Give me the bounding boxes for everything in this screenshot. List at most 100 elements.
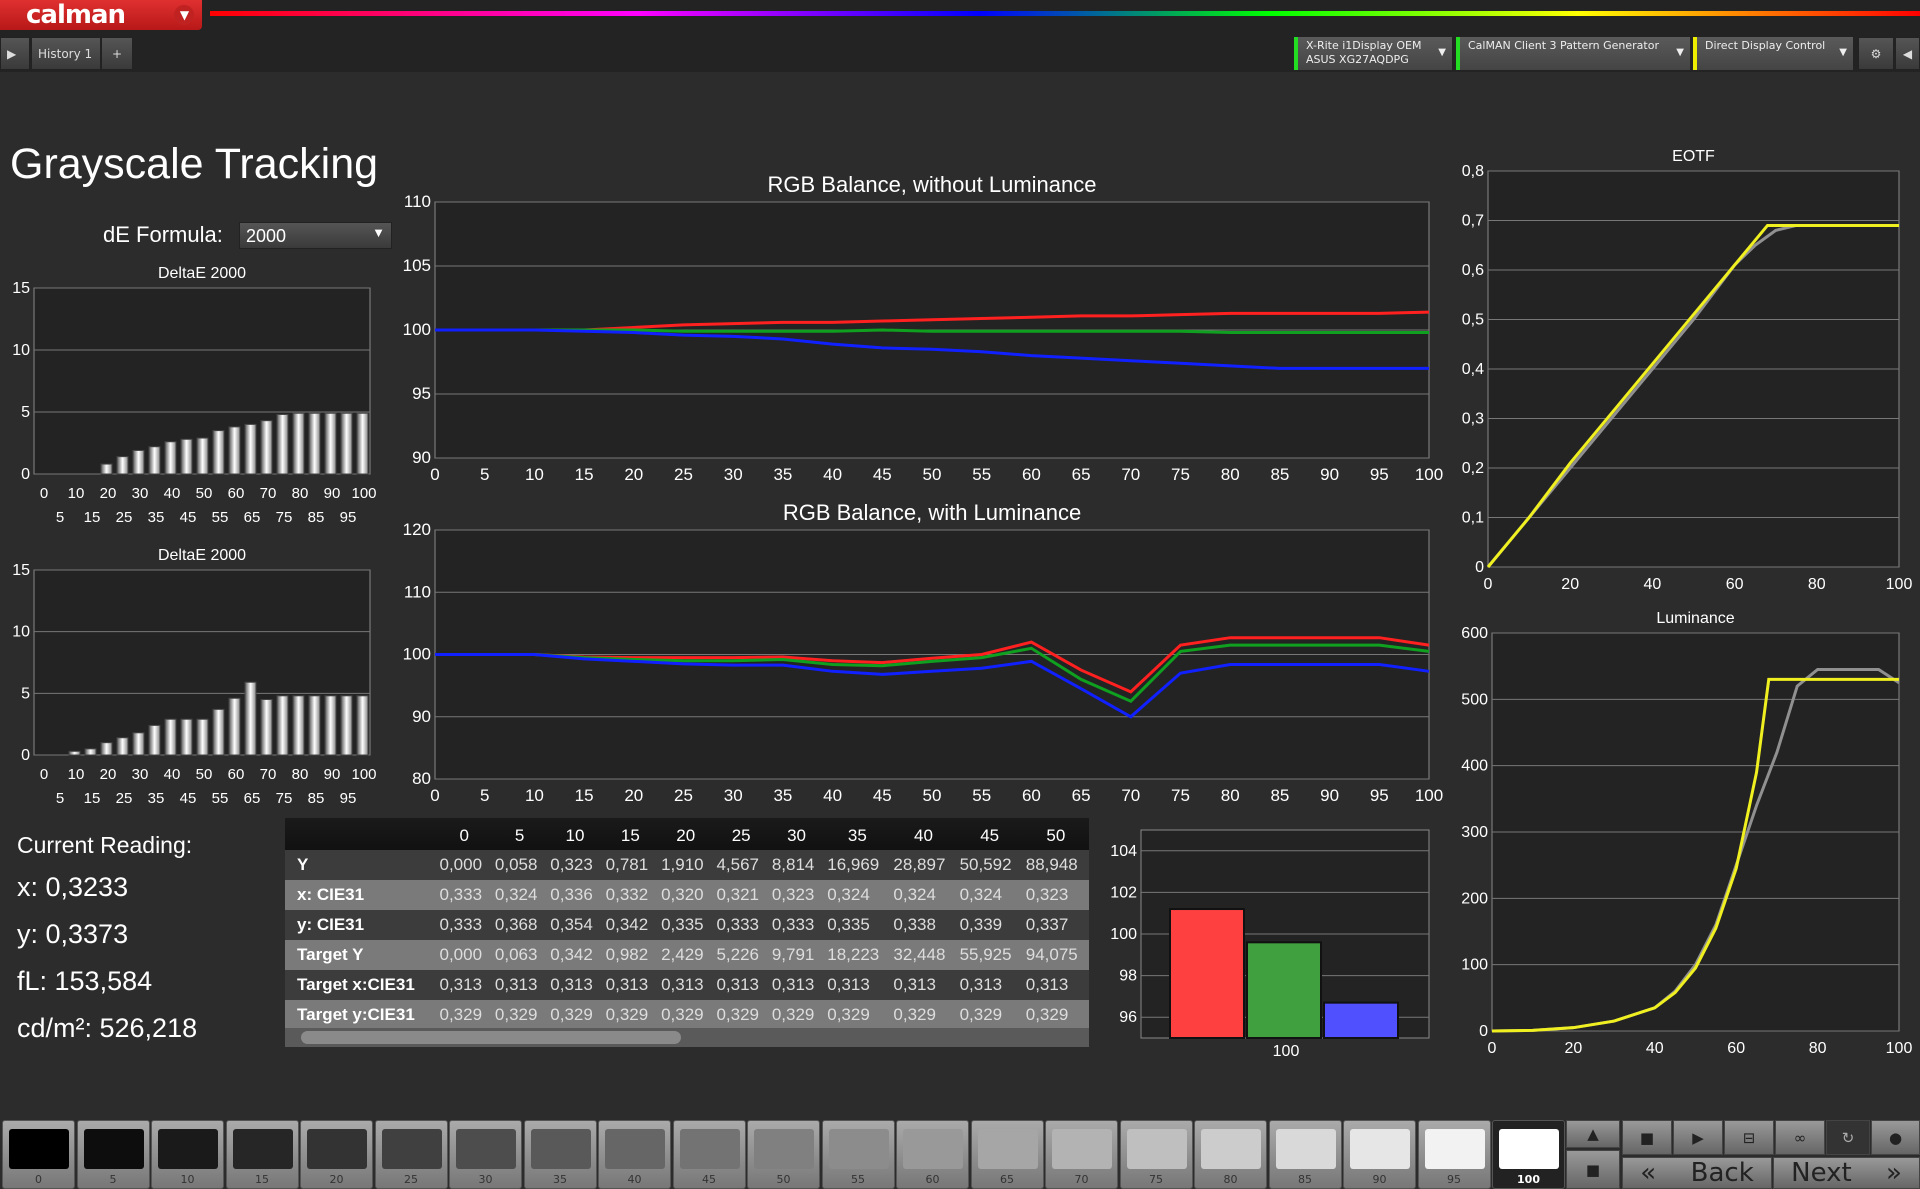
pattern-swatch-5[interactable]: 5 <box>76 1120 150 1189</box>
pattern-swatch-0[interactable]: 0 <box>2 1120 75 1189</box>
calman-logo: calman <box>26 0 126 30</box>
swatch-label: 70 <box>1074 1173 1089 1186</box>
table-cell: 0,337 <box>1022 910 1089 940</box>
x-tick-label: 90 <box>324 766 341 783</box>
delta-e-bar <box>68 750 81 756</box>
de-formula-dropdown[interactable]: 2000 ▼ <box>239 222 392 249</box>
page-title: Grayscale Tracking <box>10 140 379 188</box>
column-header: 0 <box>436 818 492 850</box>
x-tick-label: 20 <box>1561 576 1579 593</box>
scrollbar-thumb[interactable] <box>301 1031 681 1044</box>
table-cell: 50,592 <box>956 850 1023 880</box>
collapse-button[interactable]: ◀ <box>1895 37 1920 70</box>
x-tick-label: 40 <box>823 786 842 805</box>
table-cell: 55,925 <box>956 940 1023 970</box>
pattern-swatch-80[interactable]: 80 <box>1194 1120 1267 1189</box>
device-selector[interactable]: Direct Display Control ▼ <box>1693 37 1853 70</box>
table-cell: 0,063 <box>491 940 548 970</box>
stop-pattern-button[interactable]: ■ <box>1566 1150 1620 1189</box>
pattern-swatch-60[interactable]: 60 <box>896 1120 969 1189</box>
pattern-swatch-45[interactable]: 45 <box>672 1120 746 1189</box>
table-cell: 5,226 <box>713 940 769 970</box>
play-button[interactable]: ▶ <box>1673 1120 1723 1155</box>
double-chevron-left-icon: « <box>1640 1158 1657 1188</box>
loop-button[interactable]: ∞ <box>1775 1120 1825 1155</box>
tab-history-1[interactable]: History 1 <box>31 37 101 70</box>
reading-cdm2: cd/m²: 526,218 <box>17 1013 198 1043</box>
pattern-swatch-70[interactable]: 70 <box>1045 1120 1118 1189</box>
pattern-swatch-100[interactable]: 100 <box>1492 1120 1565 1189</box>
pattern-up-button[interactable]: ▲ <box>1566 1120 1620 1148</box>
delta-e-bar <box>100 742 113 756</box>
table-scrollbar[interactable] <box>285 1028 1089 1047</box>
table-cell: 0,333 <box>436 880 492 910</box>
device-line2: ASUS XG27AQDPG <box>1306 53 1409 66</box>
add-tab-button[interactable]: + <box>101 37 133 70</box>
column-header: 40 <box>890 818 957 850</box>
delta-e-bar <box>180 718 193 756</box>
table-cell: 18,223 <box>824 940 891 970</box>
pattern-swatch-90[interactable]: 90 <box>1343 1120 1416 1189</box>
pattern-swatch-25[interactable]: 25 <box>374 1120 448 1189</box>
step-button[interactable]: ⊟ <box>1724 1120 1774 1155</box>
swatch-label: 100 <box>1517 1173 1540 1186</box>
table-cell: 0,342 <box>547 940 603 970</box>
table-cell: 0,324 <box>491 880 548 910</box>
table-cell: 0,313 <box>602 970 659 1000</box>
table-cell: 0,333 <box>436 910 492 940</box>
table-cell: 0,329 <box>1022 1000 1089 1030</box>
x-tick-label: 45 <box>873 786 892 805</box>
swatch-color <box>83 1129 144 1169</box>
pattern-swatch-55[interactable]: 55 <box>821 1120 895 1189</box>
table-cell: 0,339 <box>956 910 1023 940</box>
x-tick-label: 15 <box>84 509 101 526</box>
column-header: 10 <box>547 818 603 850</box>
back-button[interactable]: « Back <box>1622 1157 1772 1189</box>
stop-button[interactable]: ■ <box>1622 1120 1672 1155</box>
pattern-swatch-10[interactable]: 10 <box>151 1120 224 1189</box>
next-label: Next <box>1791 1158 1852 1188</box>
pattern-swatch-65[interactable]: 65 <box>970 1120 1044 1189</box>
pattern-swatch-85[interactable]: 85 <box>1268 1120 1342 1189</box>
delta-e-bar <box>132 732 145 756</box>
pattern-swatch-95[interactable]: 95 <box>1417 1120 1491 1189</box>
pattern-swatch-15[interactable]: 15 <box>225 1120 299 1189</box>
swatch-label: 95 <box>1447 1173 1461 1186</box>
row-label: x: CIE31 <box>285 880 437 910</box>
table-cell: 0,329 <box>436 1000 492 1030</box>
delta-e-bar <box>356 412 369 475</box>
column-header: 15 <box>602 818 659 850</box>
pattern-swatch-75[interactable]: 75 <box>1119 1120 1193 1189</box>
x-tick-label: 60 <box>228 485 245 502</box>
settings-button[interactable]: ⚙ <box>1858 37 1894 70</box>
swatch-label: 60 <box>925 1173 940 1186</box>
next-button[interactable]: Next » <box>1773 1157 1920 1189</box>
device-selector[interactable]: CalMAN Client 3 Pattern Generator ▼ <box>1456 37 1690 70</box>
tab-label: History 1 <box>38 46 93 61</box>
options-button[interactable]: ● <box>1871 1120 1920 1155</box>
swatch-label: 40 <box>627 1173 642 1186</box>
calman-logo-menu[interactable]: calman ▼ <box>0 0 202 30</box>
current-reading: Current Reading: x: 0,3233 y: 0,3373 fL:… <box>17 832 197 1060</box>
pattern-swatch-20[interactable]: 20 <box>300 1120 373 1189</box>
device-line1: Direct Display Control <box>1705 39 1826 52</box>
x-tick-label: 45 <box>180 790 197 807</box>
y-tick-label: 0,7 <box>1462 213 1484 230</box>
pattern-swatch-35[interactable]: 35 <box>523 1120 597 1189</box>
table-cell: 16,969 <box>824 850 891 880</box>
pattern-swatch-30[interactable]: 30 <box>449 1120 522 1189</box>
delta-e-bar <box>276 413 289 475</box>
table-cell: 0,000 <box>436 940 492 970</box>
x-tick-label: 40 <box>1646 1040 1664 1057</box>
table-cell: 1,910 <box>658 850 714 880</box>
x-tick-label: 60 <box>1022 786 1041 805</box>
refresh-button[interactable]: ↻ <box>1826 1120 1870 1155</box>
y-tick-label: 0 <box>1475 559 1484 576</box>
x-tick-label: 0 <box>1488 1040 1497 1057</box>
device-selector[interactable]: X-Rite i1Display OEM ASUS XG27AQDPG ▼ <box>1294 37 1452 70</box>
play-history-button[interactable]: ▶ <box>0 37 30 70</box>
pattern-swatch-50[interactable]: 50 <box>747 1120 820 1189</box>
swatch-color <box>1424 1129 1485 1169</box>
pattern-swatch-40[interactable]: 40 <box>598 1120 671 1189</box>
gear-icon: ⚙ <box>1870 46 1882 61</box>
